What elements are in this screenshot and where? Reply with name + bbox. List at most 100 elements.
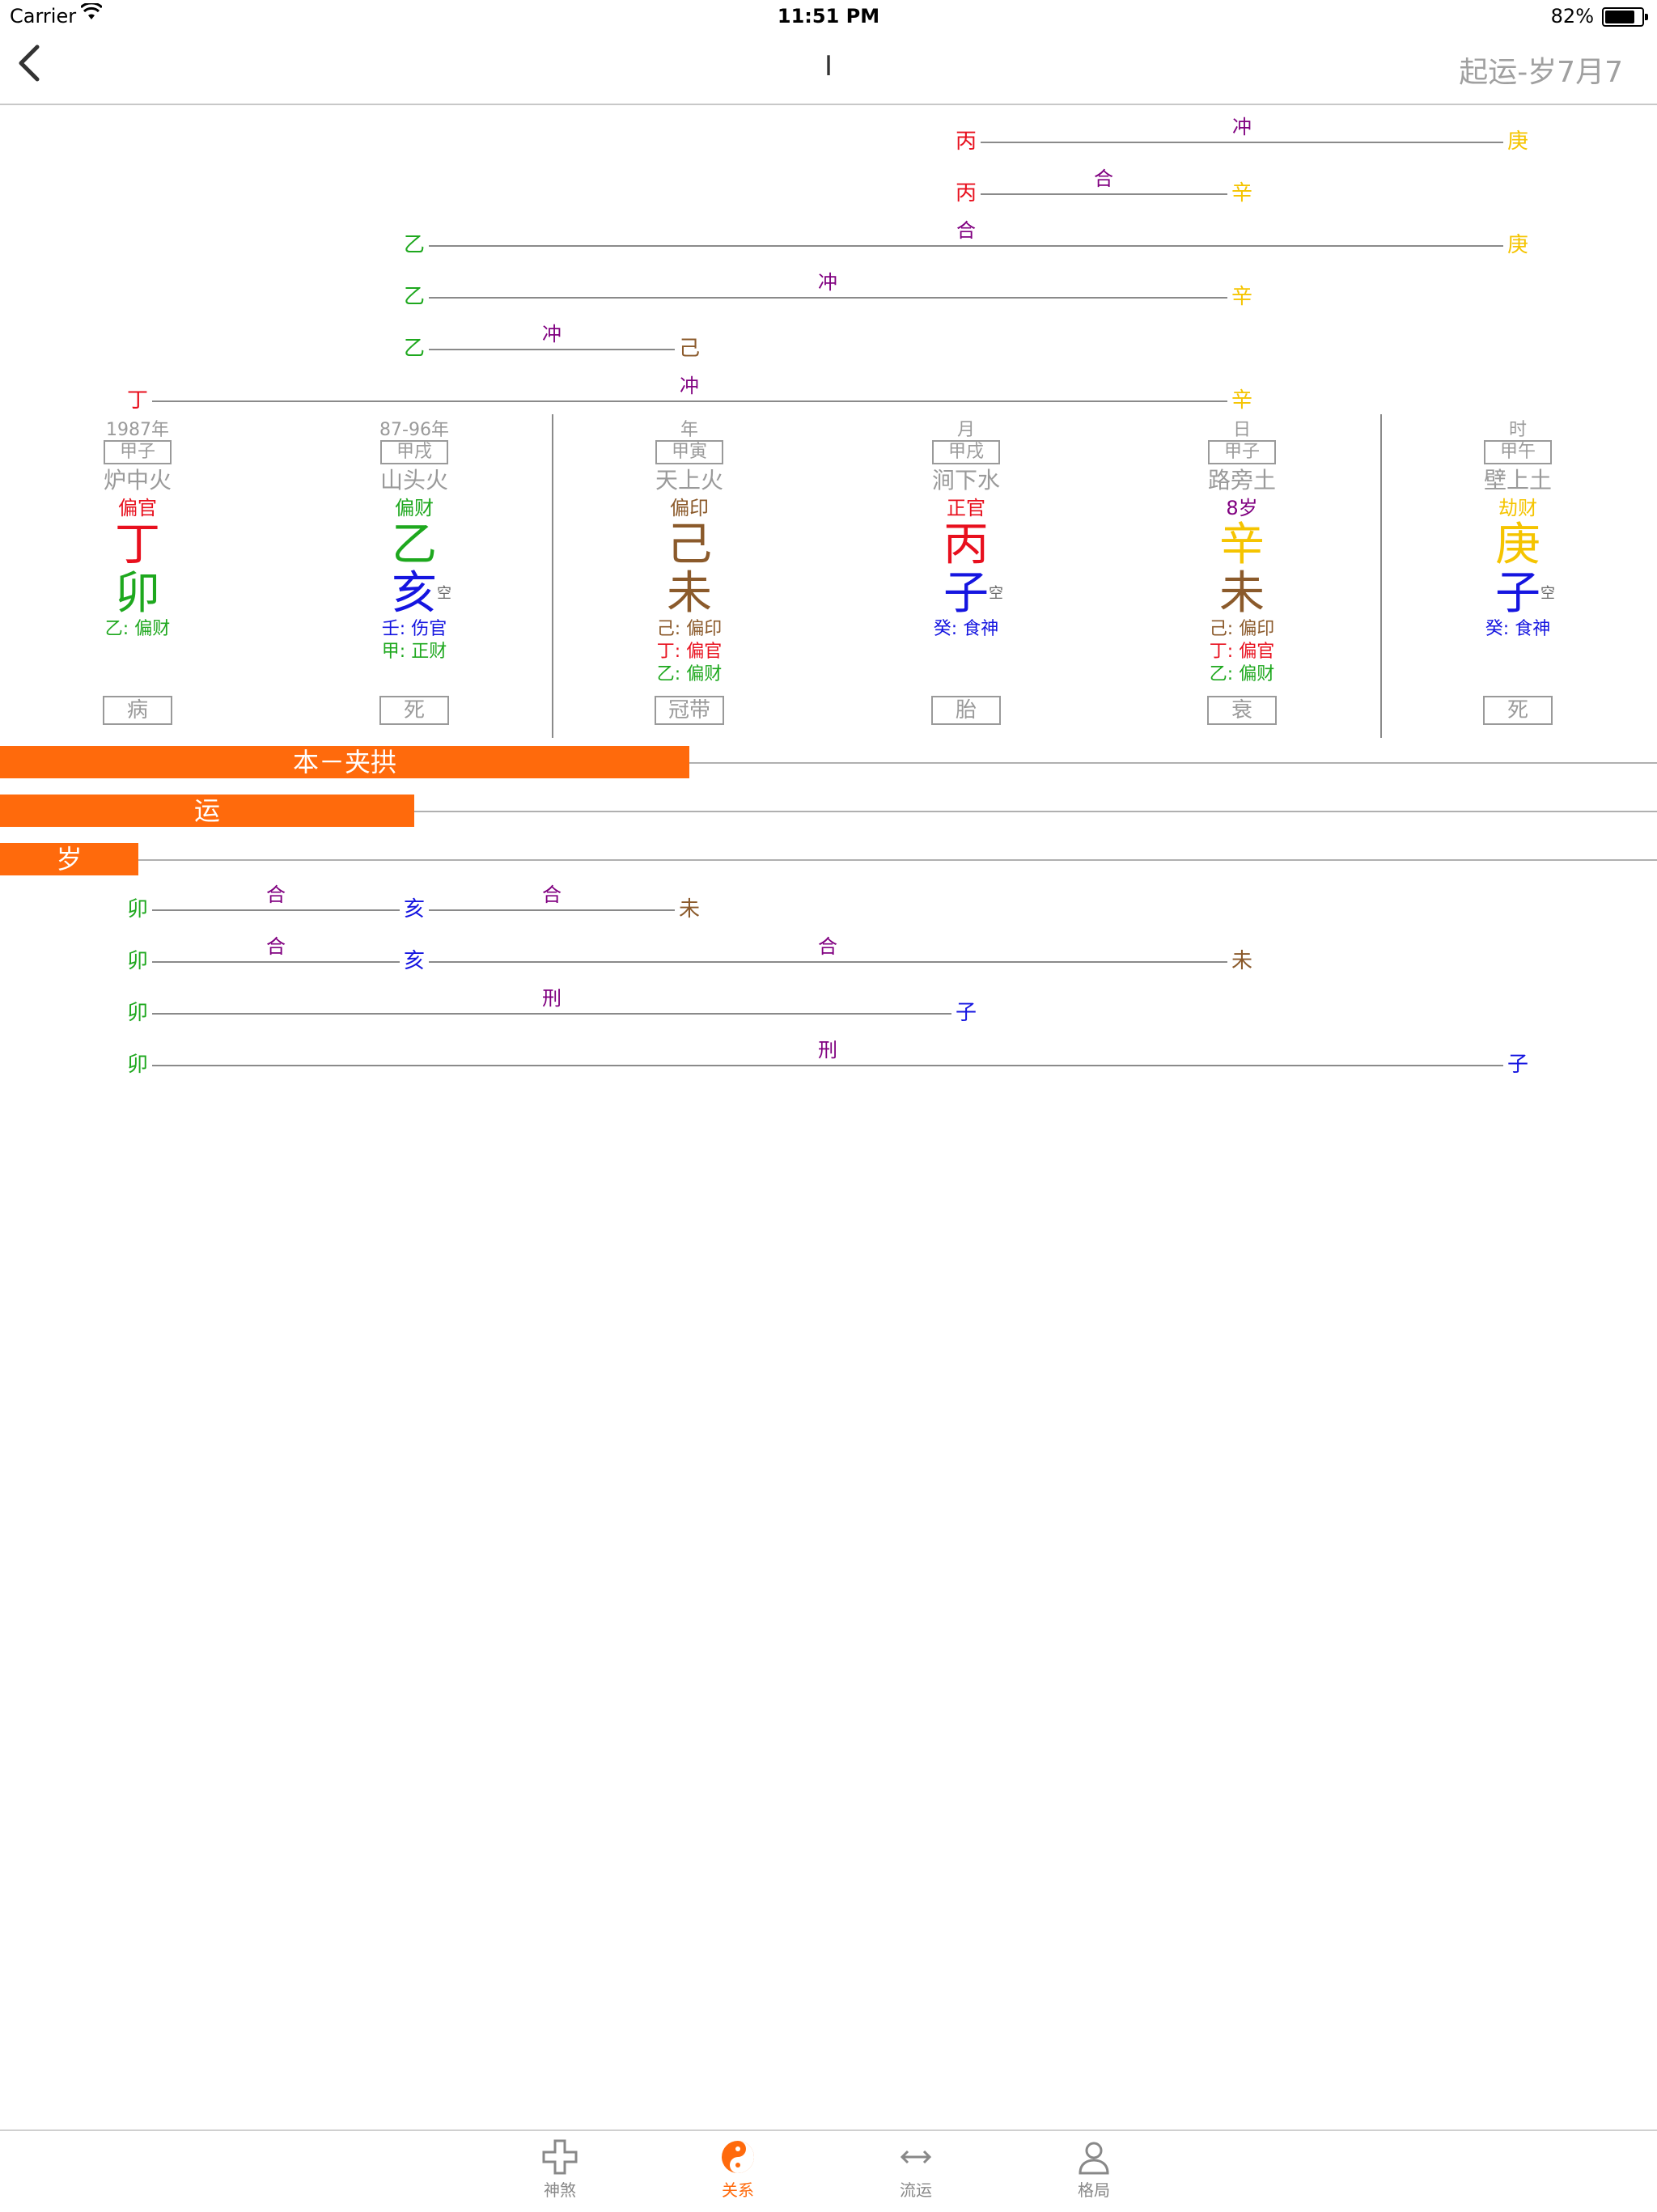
relation-char-b: 辛 (1231, 181, 1252, 206)
pillar-column: 时甲午 壁上土 劫财庚子空癸: 食神死 (1429, 421, 1607, 725)
pillar-stem: 乙 (392, 519, 437, 571)
pillar-ganzhi: 甲戌 (380, 440, 448, 464)
battery-percent: 82% (1550, 5, 1594, 28)
ben-bar-line (689, 762, 1657, 764)
hidden-stem: 己: 偏印 (1209, 619, 1275, 639)
hidden-stem: 丁: 偏官 (1209, 642, 1275, 662)
relation-line (152, 961, 400, 963)
pillar-stage: 死 (1483, 696, 1553, 725)
sui-bar[interactable]: 岁 (0, 843, 138, 875)
pillar-stem: 辛 (1219, 519, 1265, 571)
relation-char: 卯 (126, 1001, 148, 1025)
relation-label: 合 (266, 884, 286, 906)
relation-char-b: 辛 (1231, 388, 1252, 413)
sui-bar-line (138, 859, 1657, 861)
navigation-bar: I 起运-岁7月7 (0, 32, 1657, 105)
relation-char: 卯 (126, 949, 148, 973)
wifi-icon (79, 2, 104, 26)
pillar-ganzhi: 甲子 (104, 440, 172, 464)
relation-line (152, 400, 1227, 402)
pillar-caption: 日 (1232, 420, 1251, 440)
relation-label: 冲 (1232, 116, 1252, 138)
pillar-stem: 己 (667, 519, 712, 571)
carrier-label: Carrier (10, 5, 77, 28)
relation-char: 子 (955, 1001, 977, 1025)
yin-yang-icon (689, 2139, 786, 2180)
pillar-nayin: 山头火 (379, 467, 448, 494)
pillar-nayin: 炉中火 (103, 467, 172, 494)
tab-geju[interactable]: 格局 (1045, 2139, 1142, 2201)
pillar-branch: 卯 (115, 567, 160, 620)
tab-liuyun[interactable]: 流运 (867, 2139, 964, 2201)
relation-line (152, 909, 400, 911)
relation-char-a: 丙 (955, 129, 977, 154)
kong-mark: 空 (437, 585, 451, 602)
relation-line (429, 961, 1227, 963)
relation-line (152, 1013, 951, 1015)
pillar-branch: 子 (943, 567, 989, 620)
pillar-stage: 病 (103, 696, 172, 725)
relation-line (429, 909, 675, 911)
hidden-stem: 乙: 偏财 (104, 619, 171, 639)
pillar-nayin: 壁上土 (1483, 467, 1552, 494)
pillar-column: 年甲寅 天上火 偏印己未己: 偏印 丁: 偏官 乙: 偏财 冠带 (600, 421, 778, 725)
relation-char-b: 己 (678, 337, 700, 361)
relation-char: 未 (1231, 949, 1252, 973)
relation-char-b: 辛 (1231, 285, 1252, 309)
relation-char-a: 丙 (955, 181, 977, 206)
pillar-caption: 1987年 (106, 420, 169, 440)
battery-icon (1602, 7, 1648, 27)
yun-bar[interactable]: 运 (0, 795, 414, 827)
relation-label: 合 (818, 935, 837, 958)
pillar-nayin: 涧下水 (931, 467, 1000, 494)
pillar-column: 1987年 甲子炉中火偏官丁卯乙: 偏财病 (49, 420, 227, 725)
relation-label: 刑 (542, 987, 562, 1010)
relation-char: 未 (678, 897, 700, 922)
tab-guanxi[interactable]: 关系 (689, 2139, 786, 2201)
relation-char-a: 丁 (126, 388, 148, 413)
tab-shensha[interactable]: 神煞 (511, 2139, 608, 2201)
hidden-stem: 己: 偏印 (656, 619, 723, 639)
pillar-stem: 丁 (115, 519, 160, 571)
pillar-stem: 丙 (943, 519, 989, 571)
pillar-stage: 胎 (931, 696, 1001, 725)
pillar-separator (1380, 414, 1382, 738)
pillar-ten-god: 偏印 (670, 497, 709, 519)
pillar-ten-god: 偏官 (118, 497, 157, 519)
relation-line (981, 142, 1503, 143)
pillar-ganzhi: 甲寅 (655, 440, 723, 464)
pillar-ganzhi: 甲子 (1208, 440, 1276, 464)
pillar-stage: 冠带 (655, 696, 724, 725)
tab-label: 关系 (722, 2180, 754, 2200)
pillar-branch: 亥 (392, 567, 437, 620)
ben-bar[interactable]: 本－夹拱 (0, 746, 689, 778)
relation-label: 冲 (680, 375, 699, 397)
status-bar: Carrier 11:51 PM 82% (0, 0, 1657, 32)
pillar-nayin: 路旁土 (1207, 467, 1276, 494)
hidden-stem: 乙: 偏财 (1209, 664, 1275, 684)
relation-label: 合 (956, 219, 976, 242)
person-icon (1045, 2139, 1142, 2180)
pillar-ten-god: 8岁 (1226, 497, 1258, 519)
pillar-ganzhi: 甲戌 (932, 440, 1000, 464)
chevron-left-icon[interactable] (16, 44, 40, 90)
relation-char: 子 (1507, 1053, 1528, 1077)
relation-line (152, 1065, 1503, 1066)
pillar-column: 月甲戌 涧下水 正官丙子空癸: 食神胎 (877, 421, 1055, 725)
tab-label: 流运 (900, 2180, 932, 2200)
qiyun-label[interactable]: 起运-岁7月7 (1459, 56, 1623, 89)
pillar-branch: 子 (1495, 567, 1540, 620)
relation-char-a: 乙 (403, 337, 425, 361)
relation-char: 亥 (403, 949, 425, 973)
relation-line (429, 349, 675, 350)
tab-label: 神煞 (544, 2180, 576, 2200)
relation-char: 卯 (126, 897, 148, 922)
relation-line (429, 245, 1503, 247)
kong-mark: 空 (989, 585, 1003, 602)
left-right-arrow-icon (867, 2139, 964, 2180)
pillar-ten-god: 正官 (947, 497, 985, 519)
tab-bar: 神煞 关系 流运 格局 (0, 2129, 1657, 2212)
relation-char-b: 庚 (1507, 129, 1528, 154)
hidden-stem: 甲: 正财 (381, 642, 447, 662)
pillar-stage: 衰 (1207, 696, 1277, 725)
